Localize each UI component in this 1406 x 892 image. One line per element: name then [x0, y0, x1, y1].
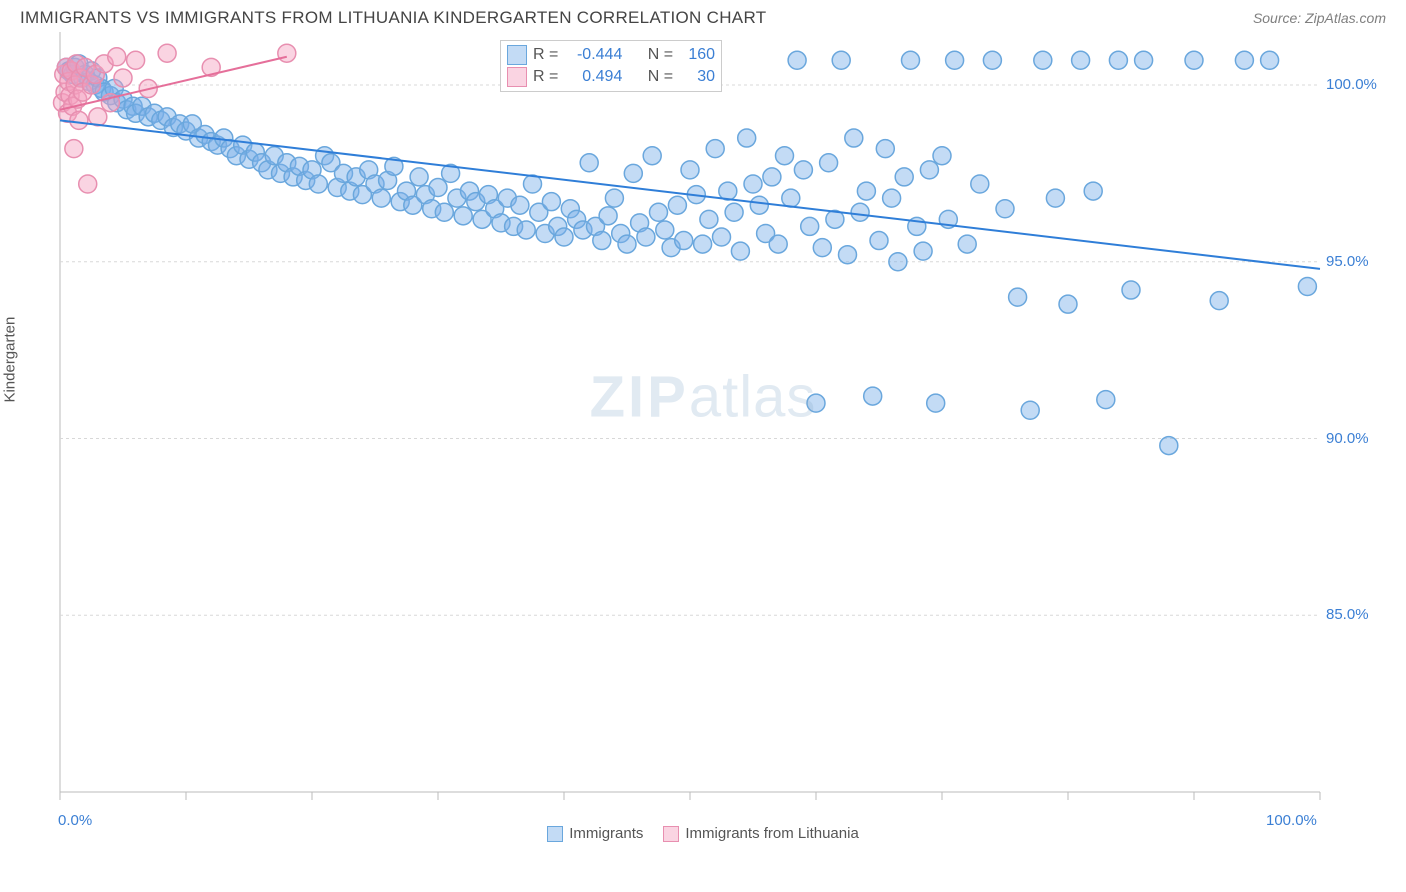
legend-swatch [663, 826, 679, 842]
stats-n-value: 30 [679, 68, 715, 86]
stats-n-value: 160 [679, 46, 715, 64]
x-tick-label: 0.0% [58, 812, 92, 829]
stats-row: R = 0.494 N = 30 [507, 66, 715, 88]
x-tick-label: 100.0% [1266, 812, 1317, 829]
stats-n-label: N = [648, 46, 673, 64]
legend-swatch [547, 826, 563, 842]
legend-label: Immigrants from Lithuania [685, 825, 858, 842]
stats-n-label: N = [648, 68, 673, 86]
scatter-chart [20, 32, 1386, 842]
y-tick-label: 95.0% [1326, 253, 1380, 270]
legend-item: Immigrants [547, 825, 643, 842]
stats-r-label: R = [533, 46, 558, 64]
chart-source: Source: ZipAtlas.com [1253, 10, 1386, 26]
legend-swatch [507, 67, 527, 87]
stats-row: R = -0.444 N = 160 [507, 44, 715, 66]
chart-container: Kindergarten ZIPatlas R = -0.444 N = 160… [20, 32, 1386, 842]
series-legend: Immigrants Immigrants from Lithuania [20, 825, 1386, 842]
stats-r-value: -0.444 [564, 46, 622, 64]
legend-item: Immigrants from Lithuania [663, 825, 858, 842]
chart-header: IMMIGRANTS VS IMMIGRANTS FROM LITHUANIA … [0, 0, 1406, 32]
legend-swatch [507, 45, 527, 65]
chart-title: IMMIGRANTS VS IMMIGRANTS FROM LITHUANIA … [20, 8, 766, 28]
y-tick-label: 85.0% [1326, 606, 1380, 623]
stats-legend-box: R = -0.444 N = 160R = 0.494 N = 30 [500, 40, 722, 92]
legend-label: Immigrants [569, 825, 643, 842]
y-tick-label: 100.0% [1326, 76, 1380, 93]
y-tick-label: 90.0% [1326, 430, 1380, 447]
y-axis-label: Kindergarten [2, 317, 19, 403]
stats-r-value: 0.494 [564, 68, 622, 86]
stats-r-label: R = [533, 68, 558, 86]
